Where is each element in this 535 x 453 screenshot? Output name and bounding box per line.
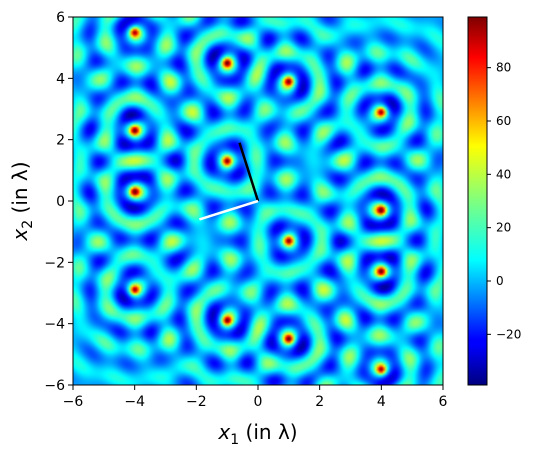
y-tick-label: 4 bbox=[56, 71, 65, 87]
vector-line bbox=[238, 142, 260, 202]
x-axis-ticks: −6 −4 −2 0 2 4 6 bbox=[63, 385, 448, 410]
colorbar-tick-label: 60 bbox=[496, 114, 511, 128]
colorbar-frame bbox=[467, 16, 488, 386]
y-axis-ticks: −6 −4 −2 0 2 4 6 bbox=[44, 10, 73, 394]
colorbar-tick-label: 20 bbox=[496, 221, 511, 235]
vector-line bbox=[199, 199, 259, 221]
x-axis-label: x1 (in λ) bbox=[217, 420, 297, 448]
colorbar: −20 0 20 40 60 80 bbox=[467, 16, 521, 386]
colorbar-gradient bbox=[468, 17, 487, 385]
y-tick-label: −4 bbox=[44, 317, 65, 333]
x-tick-label: 4 bbox=[377, 394, 386, 410]
x-tick-label: 0 bbox=[254, 394, 263, 410]
y-tick-label: 6 bbox=[56, 10, 65, 26]
x-tick-label: 2 bbox=[315, 394, 324, 410]
y-tick-label: −2 bbox=[44, 255, 65, 271]
colorbar-tick-label: 0 bbox=[496, 274, 504, 288]
colorbar-ticks: −20 0 20 40 60 80 bbox=[487, 61, 521, 341]
colorbar-tick-label: −20 bbox=[496, 327, 521, 341]
x-tick-label: −4 bbox=[124, 394, 145, 410]
colorbar-tick-label: 80 bbox=[496, 61, 511, 75]
x-tick-label: −2 bbox=[186, 394, 207, 410]
vector-layer bbox=[199, 142, 260, 221]
colorbar-tick-label: 40 bbox=[496, 167, 511, 181]
y-tick-label: 0 bbox=[56, 194, 65, 210]
y-tick-label: 2 bbox=[56, 133, 65, 149]
y-axis-label: x2 (in λ) bbox=[8, 161, 36, 241]
x-tick-label: 6 bbox=[439, 394, 448, 410]
x-tick-label: −6 bbox=[63, 394, 84, 410]
y-tick-label: −6 bbox=[44, 378, 65, 394]
